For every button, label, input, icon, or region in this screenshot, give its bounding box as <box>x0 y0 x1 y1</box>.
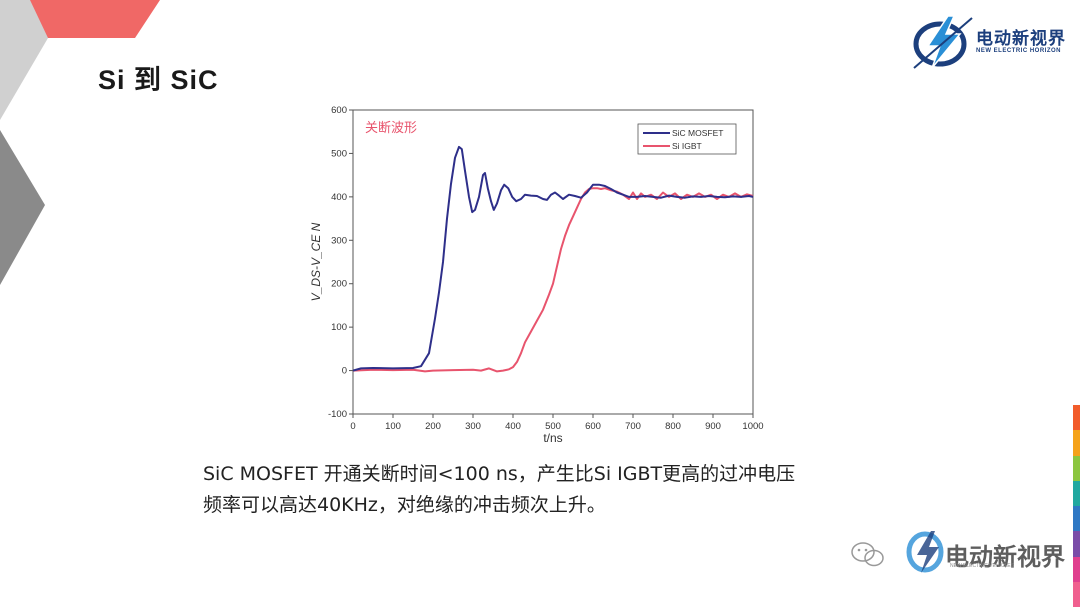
legend-label-sic: SiC MOSFET <box>672 128 723 138</box>
legend-box <box>637 123 737 155</box>
brand-logo: 电动新视界 NEW ELECTRIC HORIZON <box>910 14 1080 74</box>
slide-title: Si 到 SiC <box>98 65 219 95</box>
gray-chevron-dark <box>0 130 45 285</box>
x-axis-ticks: 0 100 200 300 400 500 600 700 800 900 1000 <box>350 414 764 432</box>
series-line-sic-mosfet <box>352 145 754 372</box>
y-tick-label: 0 <box>342 366 347 377</box>
x-tick-label: 400 <box>505 421 521 432</box>
x-axis-label: t/ns <box>543 431 562 445</box>
y-tick-label: 400 <box>331 192 347 203</box>
y-axis-label: V_DS-V_CE N <box>309 222 323 301</box>
brand-name-en: NEW ELECTRIC HORIZON <box>976 48 1061 54</box>
x-tick-label: 200 <box>425 421 441 432</box>
caption-line-2: 频率可以高达40KHz，对绝缘的冲击频次上升。 <box>203 494 606 516</box>
watermark-text: 电动新视界 <box>945 543 1065 571</box>
x-tick-label: 300 <box>465 421 481 432</box>
x-tick-label: 800 <box>665 421 681 432</box>
x-tick-label: 500 <box>545 421 561 432</box>
wechat-icon <box>851 542 884 567</box>
x-tick-label: 1000 <box>742 421 763 432</box>
watermark: 电动新视界 NEW ELECTRIC VEHICLES <box>851 527 1065 582</box>
color-stripe <box>1073 480 1080 506</box>
chart-legend: SiC MOSFET Si IGBT <box>637 123 737 155</box>
y-tick-label: 500 <box>331 148 347 159</box>
color-stripe <box>1073 556 1080 582</box>
series-layer <box>352 145 754 373</box>
color-stripe <box>1073 506 1080 532</box>
watermark-sub: NEW ELECTRIC VEHICLES <box>950 563 1014 569</box>
color-stripe <box>1073 455 1080 481</box>
left-decoration <box>0 0 160 285</box>
x-tick-label: 700 <box>625 421 641 432</box>
legend-label-igbt: Si IGBT <box>672 141 702 151</box>
color-stripe <box>1073 581 1080 607</box>
x-tick-label: 0 <box>350 421 355 432</box>
gray-chevron-light <box>0 0 48 120</box>
y-axis-ticks: -100 0 100 200 300 400 500 600 <box>328 105 353 420</box>
watermark-emblem-icon <box>906 531 944 573</box>
x-tick-label: 100 <box>385 421 401 432</box>
color-stripe <box>1073 531 1080 557</box>
color-stripe <box>1073 405 1080 431</box>
chart-annotation: 关断波形 <box>365 121 417 136</box>
x-tick-label: 900 <box>705 421 721 432</box>
brand-emblem-icon <box>913 15 973 69</box>
plot-area <box>352 109 754 415</box>
y-tick-label: 300 <box>331 235 347 246</box>
brand-name-cn: 电动新视界 <box>976 29 1066 49</box>
y-tick-label: 100 <box>331 322 347 333</box>
y-tick-label: 200 <box>331 279 347 290</box>
y-tick-label: 600 <box>331 105 347 116</box>
x-tick-label: 600 <box>585 421 601 432</box>
y-tick-label: -100 <box>328 409 347 420</box>
color-stripe <box>1073 430 1080 456</box>
caption-line-1: SiC MOSFET 开通关断时间<100 ns，产生比Si IGBT更高的过冲… <box>203 463 796 485</box>
